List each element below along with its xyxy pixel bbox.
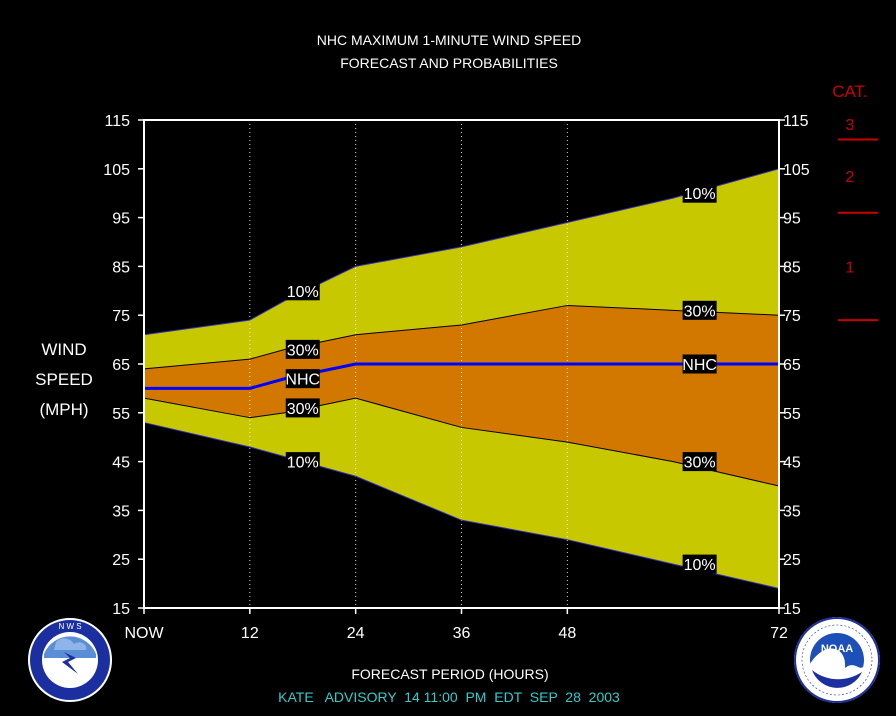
series-label: 30% bbox=[287, 342, 319, 359]
x-tick-label: 12 bbox=[241, 625, 259, 642]
y-tick-label-right: 65 bbox=[783, 357, 801, 374]
series-label: NHC bbox=[285, 372, 320, 389]
x-axis-label: FORECAST PERIOD (HOURS) bbox=[351, 666, 548, 682]
y-tick-label-left: 85 bbox=[112, 259, 130, 276]
y-tick-label-right: 35 bbox=[783, 503, 801, 520]
y-tick-label-right: 95 bbox=[783, 211, 801, 228]
y-tick-label-left: 105 bbox=[103, 162, 130, 179]
y-tick-label-left: 35 bbox=[112, 503, 130, 520]
series-label-box bbox=[682, 183, 717, 203]
y-axis-label-line3: (MPH) bbox=[39, 400, 88, 419]
series-label: 30% bbox=[684, 303, 716, 320]
axes: 15 15 25 25 35 35 45 45 55 55 65 65 75 75 85 85 95 95 105 1… bbox=[103, 113, 810, 642]
category-label: 2 bbox=[846, 169, 855, 186]
y-tick-label-right: 105 bbox=[783, 162, 810, 179]
series-label-box bbox=[682, 554, 717, 574]
svg-text:N W S: N W S bbox=[58, 622, 81, 631]
nhc-forecast-line bbox=[144, 362, 779, 390]
lower-10pct-line bbox=[143, 422, 780, 589]
chart-title: NHC MAXIMUM 1-MINUTE WIND SPEED bbox=[317, 32, 581, 48]
y-tick-label-left: 15 bbox=[112, 601, 130, 618]
series-label: 10% bbox=[287, 455, 319, 472]
upper-10pct-line bbox=[143, 168, 780, 336]
series-label: 30% bbox=[684, 455, 716, 472]
series-label: 10% bbox=[684, 186, 716, 203]
series-label-box bbox=[285, 398, 320, 418]
y-tick-label-right: 45 bbox=[783, 455, 801, 472]
lower-30pct-line bbox=[143, 397, 780, 487]
x-tick-label: 24 bbox=[347, 625, 365, 642]
series-label-box bbox=[682, 354, 717, 374]
y-axis-label-line2: SPEED bbox=[35, 370, 93, 389]
y-tick-label-left: 65 bbox=[112, 357, 130, 374]
y-tick-label-left: 75 bbox=[112, 308, 130, 325]
y-tick-label-right: 15 bbox=[783, 601, 801, 618]
category-label: 3 bbox=[846, 117, 855, 134]
chart-subtitle: FORECAST AND PROBABILITIES bbox=[340, 55, 558, 71]
series-label-box bbox=[682, 300, 717, 320]
series-label: 30% bbox=[287, 401, 319, 418]
y-axis-label-line1: WIND bbox=[41, 340, 86, 359]
y-tick-label-right: 115 bbox=[783, 113, 809, 130]
series-labels: 10% 30% NHC 30% 10% 10% 30% NHC 30% 10% bbox=[285, 183, 717, 574]
y-tick-label-left: 25 bbox=[112, 552, 130, 569]
y-tick-label-left: 45 bbox=[112, 455, 130, 472]
y-tick-label-right: 85 bbox=[783, 259, 801, 276]
category-scale: CAT. 3 2 1 bbox=[832, 82, 878, 322]
y-tick-label-right: 75 bbox=[783, 308, 801, 325]
y-tick-label-right: 55 bbox=[783, 406, 801, 423]
x-tick-label: 72 bbox=[770, 625, 788, 642]
y-tick-label-right: 25 bbox=[783, 552, 801, 569]
category-title: CAT. bbox=[832, 82, 868, 101]
series-label-box bbox=[285, 339, 320, 359]
y-tick-label-left: 95 bbox=[112, 211, 130, 228]
series-label: 10% bbox=[684, 557, 716, 574]
nws-logo: N W S bbox=[28, 618, 112, 702]
svg-text:NOAA: NOAA bbox=[821, 643, 853, 655]
series-label: NHC bbox=[682, 357, 717, 374]
series-label: 10% bbox=[287, 284, 319, 301]
y-tick-label-left: 55 bbox=[112, 406, 130, 423]
y-tick-label-left: 115 bbox=[104, 113, 130, 130]
series-label-box bbox=[285, 369, 320, 389]
x-tick-label: NOW bbox=[124, 625, 164, 642]
advisory-line: KATE ADVISORY 14 11:00 PM EDT SEP 28 200… bbox=[278, 689, 620, 705]
upper-30pct-line bbox=[143, 304, 780, 370]
category-label: 1 bbox=[846, 259, 855, 276]
x-tick-label: 36 bbox=[453, 625, 471, 642]
series-label-box bbox=[285, 281, 320, 301]
series-label-box bbox=[285, 452, 320, 472]
noaa-logo: NOAA bbox=[794, 617, 880, 703]
series-label-box bbox=[682, 452, 717, 472]
x-tick-label: 48 bbox=[558, 625, 576, 642]
